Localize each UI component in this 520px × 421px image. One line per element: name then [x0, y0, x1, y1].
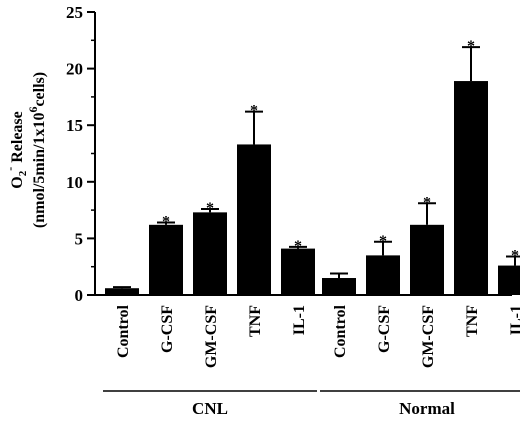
category-label: GM-CSF	[420, 305, 437, 368]
significance-marker: *	[162, 214, 170, 231]
bar	[410, 224, 444, 295]
bar	[149, 224, 183, 295]
category-label: Control	[115, 304, 132, 358]
bar	[322, 278, 356, 295]
y-tick-label: 15	[66, 116, 83, 135]
category-label: TNF	[464, 305, 481, 337]
bar	[281, 248, 315, 295]
bar	[105, 288, 139, 295]
y-tick-label: 10	[66, 173, 83, 192]
y-tick-label: 25	[66, 3, 83, 22]
significance-marker: *	[206, 200, 214, 217]
y-tick-label: 5	[75, 229, 84, 248]
bar	[193, 212, 227, 295]
category-label: IL-1	[508, 305, 520, 335]
bar	[366, 255, 400, 295]
group-label: Normal	[399, 399, 455, 418]
category-label: IL-1	[291, 305, 308, 335]
significance-marker: *	[467, 38, 475, 55]
y-axis-title: O2- Release	[3, 111, 29, 188]
category-label: Control	[332, 304, 349, 358]
y-tick-label: 20	[66, 60, 83, 79]
bar	[454, 81, 488, 295]
y-tick-label: 0	[75, 286, 84, 305]
category-labels: Control G-CSF GM-CSF TNF IL-1 CNL Control G-CSF…	[103, 304, 520, 418]
bar	[498, 265, 520, 295]
significance-marker: *	[511, 248, 519, 265]
bars: * * * * * * * *	[105, 38, 520, 295]
group-label: CNL	[192, 399, 228, 418]
significance-marker: *	[379, 233, 387, 250]
category-label: TNF	[247, 305, 264, 337]
y-axis-units: (nmol/5min/1x106cells)	[26, 72, 48, 228]
significance-marker: *	[294, 238, 302, 255]
category-label: G-CSF	[376, 305, 393, 353]
significance-marker: *	[423, 194, 431, 211]
bar	[237, 144, 271, 295]
category-label: G-CSF	[159, 305, 176, 353]
significance-marker: *	[250, 103, 258, 120]
y-axis-label: O2- Release (nmol/5min/1x106cells)	[3, 72, 48, 228]
category-label: GM-CSF	[203, 305, 220, 368]
